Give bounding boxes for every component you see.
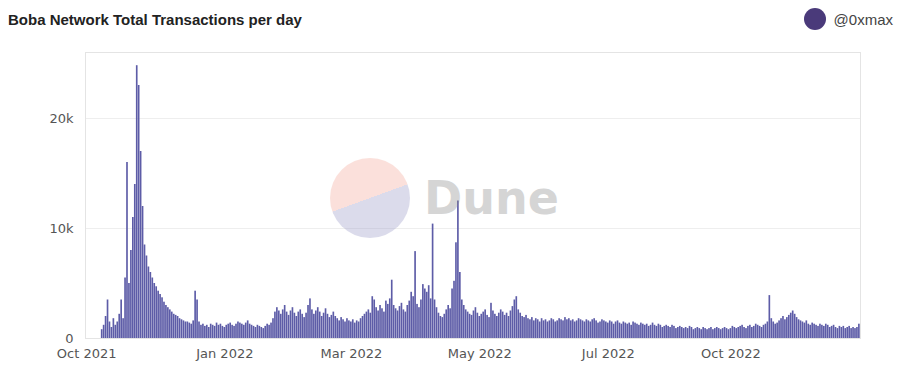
svg-text:Oct 2021: Oct 2021 xyxy=(57,346,117,361)
html-text:@0xmax: @0xmax xyxy=(833,10,893,28)
svg-text:May 2022: May 2022 xyxy=(448,346,512,361)
svg-text:Oct 2022: Oct 2022 xyxy=(701,346,761,361)
svg-text:Jul 2022: Jul 2022 xyxy=(581,346,635,361)
html-text:Boba Network Total Transaction: Boba Network Total Transactions per day xyxy=(8,10,302,28)
svg-text:20k: 20k xyxy=(49,111,74,126)
svg-text:0: 0 xyxy=(65,331,73,346)
svg-text:10k: 10k xyxy=(49,221,74,236)
svg-text:Jan 2022: Jan 2022 xyxy=(195,346,253,361)
svg-text:Mar 2022: Mar 2022 xyxy=(320,346,382,361)
html-text:Dune: Dune xyxy=(424,171,559,225)
